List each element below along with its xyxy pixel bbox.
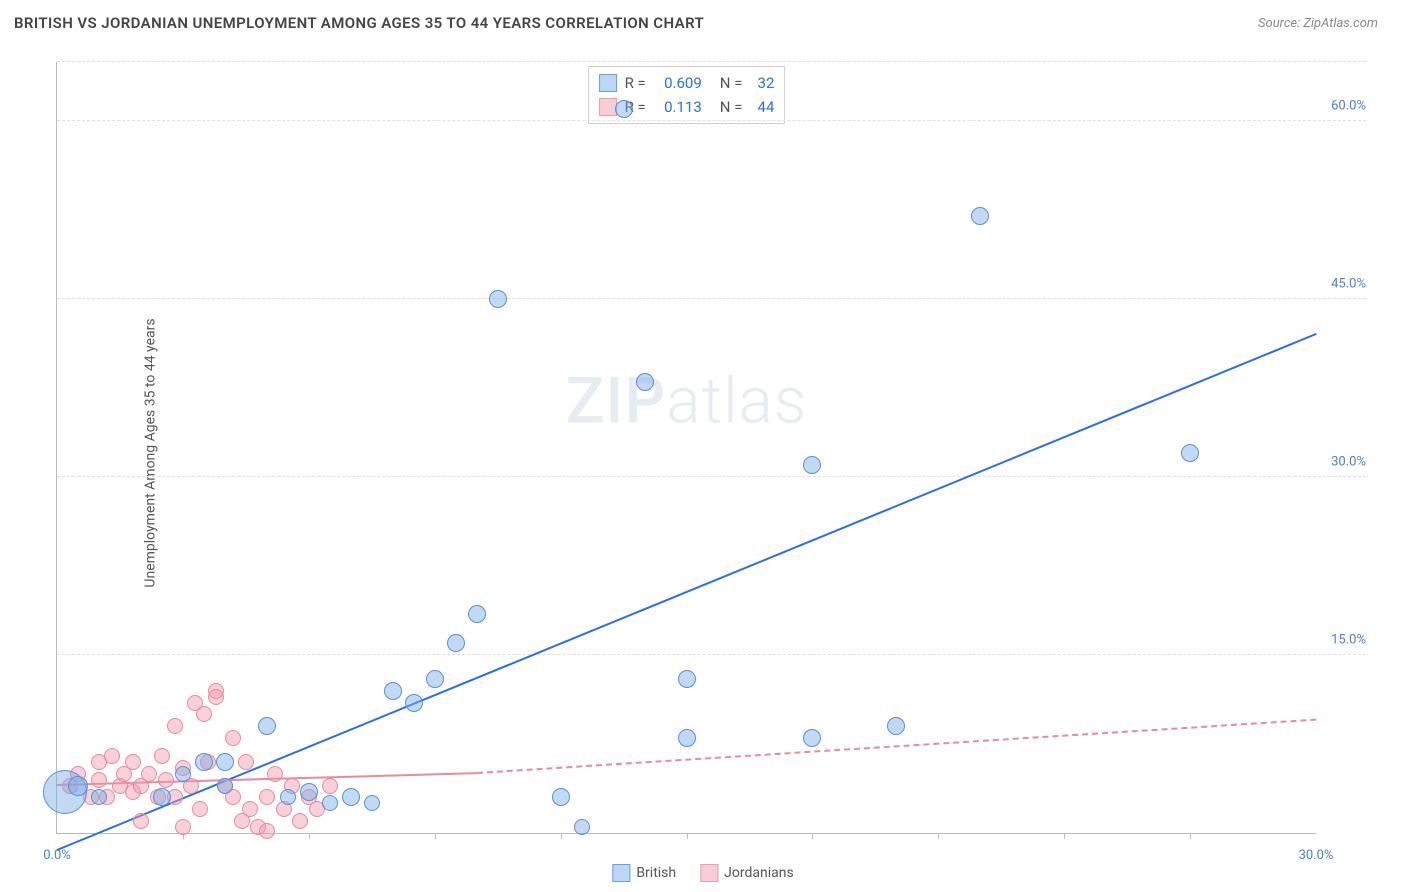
british-point [887,717,905,735]
jordanians-point [104,748,120,764]
source-attribution: Source: ZipAtlas.com [1258,16,1378,31]
british-point [405,694,423,712]
british-point [426,670,444,688]
british-swatch-icon [612,864,630,882]
jordanians-point [125,754,141,770]
british-point [803,729,821,747]
british-point [153,788,171,806]
jordanians-point [225,730,241,746]
jordanians-point [259,823,275,839]
legend-row-british: R = 0.609 N = 32 [599,71,775,95]
y-tick-label: 45.0% [1318,277,1366,292]
british-point [971,207,989,225]
british-n-value: 32 [750,71,774,95]
british-point [342,788,360,806]
british-point [364,795,380,811]
chart-title: BRITISH VS JORDANIAN UNEMPLOYMENT AMONG … [14,14,704,32]
british-point [91,789,107,805]
jordanians-point [158,772,174,788]
legend-item-british: British [612,864,676,882]
jordanians-point [196,706,212,722]
british-point [175,766,191,782]
legend-label-british: British [636,865,676,881]
y-tick-label: 60.0% [1318,99,1366,114]
british-point [322,795,338,811]
british-point [489,290,507,308]
british-point [1181,444,1199,462]
british-point [678,729,696,747]
jordanians-point [208,689,224,705]
jordanians-point [154,748,170,764]
jordanians-point [133,813,149,829]
jordanians-n-value: 44 [750,95,774,119]
jordanians-r-value: 0.113 [654,95,702,119]
british-point [68,776,88,796]
jordanians-point [259,789,275,805]
british-point [384,682,402,700]
y-tick-label: 15.0% [1318,633,1366,648]
jordanians-point [141,766,157,782]
jordanians-point [91,772,107,788]
british-point [280,789,296,805]
british-point [195,753,213,771]
british-point [803,456,821,474]
british-swatch [599,74,617,92]
jordanians-point [238,754,254,770]
british-point [447,634,465,652]
british-point [468,605,486,623]
british-point [678,670,696,688]
british-point [615,100,633,118]
jordanians-point [175,819,191,835]
scatter-plot: ZIPatlas R = 0.609 N = 32 R = 0.113 N = … [56,62,1316,834]
jordanians-point [292,813,308,829]
british-point [574,819,590,835]
jordanians-point [167,718,183,734]
british-point [217,778,233,794]
british-point [258,717,276,735]
legend-label-jordanians: Jordanians [724,865,794,881]
series-legend: British Jordanians [612,864,793,882]
jordanians-point [322,778,338,794]
british-point [300,783,318,801]
jordanians-swatch-icon [700,864,718,882]
jordanians-point [242,801,258,817]
watermark: ZIPatlas [566,364,808,439]
trend-line [57,333,1317,851]
british-r-value: 0.609 [654,71,702,95]
x-tick-label: 30.0% [1299,848,1334,863]
british-point [636,373,654,391]
british-point [552,788,570,806]
british-point [216,753,234,771]
y-tick-label: 30.0% [1318,455,1366,470]
jordanians-point [267,766,283,782]
jordanians-point [192,801,208,817]
legend-item-jordanians: Jordanians [700,864,794,882]
